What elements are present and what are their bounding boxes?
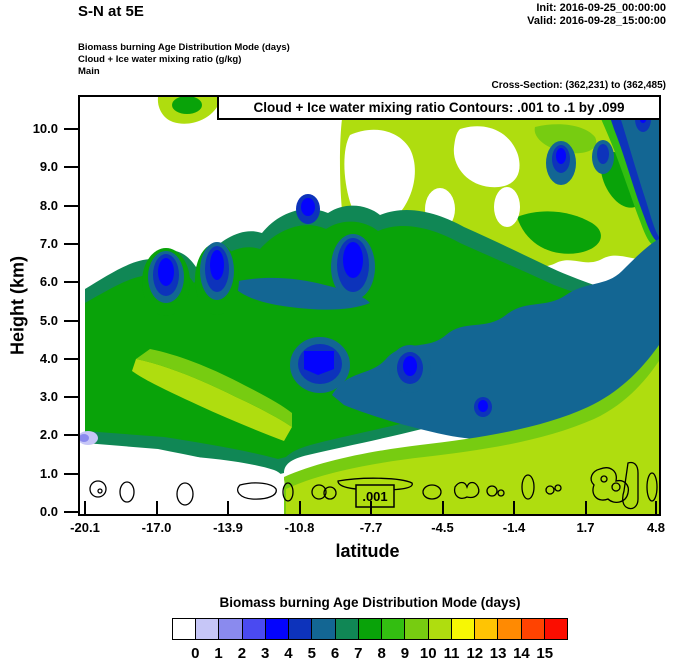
field-line-contour: Cloud + Ice water mixing ratio (g/kg): [78, 54, 242, 65]
colorbar-label: 4: [284, 645, 293, 662]
colorbar-box: [218, 618, 243, 640]
colorbar-label: 7: [354, 645, 363, 662]
colorbar-label: 10: [419, 645, 437, 662]
x-tick-label: -13.9: [213, 520, 243, 535]
y-tick: [64, 242, 80, 245]
page-title: S-N at 5E: [78, 3, 144, 20]
y-tick-label: 9.0: [39, 159, 58, 175]
colorbar-label: 8: [377, 645, 386, 662]
colorbar-label: 12: [466, 645, 484, 662]
x-axis-title: latitude: [335, 541, 400, 561]
colorbar-label: 15: [536, 645, 554, 662]
colorbar-box: [497, 618, 522, 640]
colorbar-label: 11: [443, 645, 460, 662]
y-tick: [64, 204, 80, 207]
y-tick: [64, 396, 80, 399]
y-tick-label: 2.0: [39, 427, 58, 443]
colorbar-title: Biomass burning Age Distribution Mode (d…: [219, 595, 521, 610]
init-time: Init: 2016-09-25_00:00:00: [536, 2, 666, 14]
y-tick-label: 3.0: [39, 389, 58, 405]
y-tick: [64, 281, 80, 284]
x-tick: [227, 501, 229, 514]
x-tick-label: -20.1: [70, 520, 100, 535]
colorbar-label: 14: [513, 645, 530, 662]
y-tick-label: 5.0: [39, 312, 58, 328]
colorbar-box: [520, 618, 545, 640]
colorbar-label: 13: [489, 645, 507, 662]
x-tick-label: 4.8: [646, 520, 666, 535]
cross-section-label: Cross-Section: (362,231) to (362,485): [491, 80, 666, 91]
y-tick-label: 10.0: [32, 121, 58, 136]
y-tick: [64, 357, 80, 360]
x-tick-label: -7.7: [359, 520, 383, 535]
x-tick: [441, 501, 444, 514]
field-line-domain: Main: [78, 66, 100, 77]
colorbar-label: 0: [191, 645, 200, 662]
colorbar-box: [427, 618, 452, 640]
y-axis-title: Height (km): [7, 256, 28, 355]
x-tick-label: 1.7: [576, 520, 595, 535]
y-tick: [64, 166, 80, 169]
y-tick: [64, 472, 80, 475]
colorbar-box: [172, 618, 197, 640]
colorbar: [172, 618, 568, 640]
colorbar-box: [357, 618, 383, 640]
colorbar-label: 1: [214, 645, 223, 662]
x-tick: [513, 501, 515, 514]
y-tick-label: 6.0: [39, 274, 58, 290]
y-tick-label: 8.0: [39, 197, 58, 213]
x-tick-label: -10.8: [284, 520, 315, 535]
colorbar-box: [404, 618, 429, 640]
colorbar-label: 2: [237, 645, 247, 662]
field-line-fill: Biomass burning Age Distribution Mode (d…: [78, 42, 290, 53]
colorbar-box: [450, 618, 476, 640]
colorbar-box: [381, 618, 406, 640]
x-tick-label: -17.0: [141, 520, 172, 535]
x-tick: [84, 501, 86, 514]
y-tick-label: 0.0: [39, 504, 58, 519]
contour-label: .001: [362, 489, 387, 504]
colorbar-label: 9: [400, 645, 410, 662]
x-tick: [298, 501, 301, 514]
filled-contour-field: .001: [80, 97, 659, 514]
cross-section-plot: .001 Cloud + Ice water mixing ratio Cont…: [33, 95, 665, 535]
x-tick-label: -4.5: [431, 520, 454, 535]
run-times: Init: 2016-09-25_00:00:00 Valid: 2016-09…: [527, 2, 666, 28]
x-tick: [155, 501, 158, 514]
colorbar-box: [334, 618, 359, 640]
y-tick: [64, 434, 80, 437]
colorbar-box: [543, 618, 568, 640]
colorbar-box: [241, 618, 266, 640]
y-tick: [64, 511, 80, 513]
y-tick-label: 4.0: [39, 350, 58, 366]
colorbar-box: [311, 618, 336, 640]
y-tick-label: 7.0: [39, 235, 58, 251]
x-tick: [584, 501, 587, 514]
y-tick: [64, 319, 80, 322]
contour-info-banner: Cloud + Ice water mixing ratio Contours:…: [217, 95, 661, 120]
colorbar-box: [288, 618, 313, 640]
colorbar-box: [474, 618, 499, 640]
colorbar-labels: 0 1 2 3 4 5 6 7 8 9 10 11 12 13 14 15: [172, 645, 568, 663]
y-tick: [64, 128, 80, 130]
field-list: Biomass burning Age Distribution Mode (d…: [78, 42, 290, 78]
colorbar-label: 3: [261, 645, 270, 662]
y-tick-label: 1.0: [39, 465, 58, 481]
colorbar-box: [195, 618, 220, 640]
x-tick-label: -1.4: [502, 520, 526, 535]
colorbar-label: 5: [307, 645, 316, 662]
colorbar-box: [264, 618, 290, 640]
valid-time: Valid: 2016-09-28_15:00:00: [527, 15, 666, 27]
x-tick: [655, 501, 657, 514]
contour-label-box: .001: [355, 484, 395, 508]
colorbar-label: 6: [330, 645, 340, 662]
x-tick: [370, 501, 372, 514]
